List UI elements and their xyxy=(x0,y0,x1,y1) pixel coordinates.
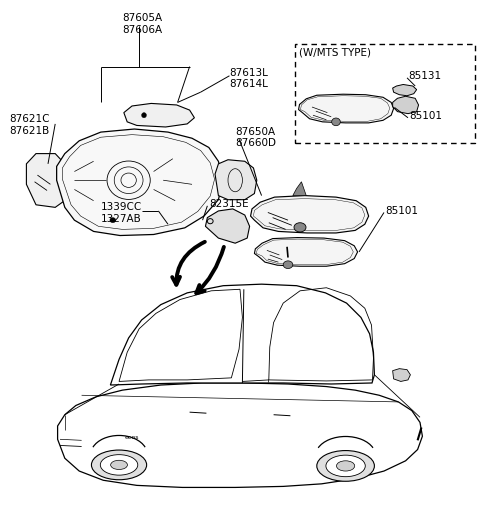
Bar xyxy=(295,44,475,143)
Text: 87614L: 87614L xyxy=(229,79,268,90)
Polygon shape xyxy=(26,154,70,207)
Ellipse shape xyxy=(283,261,293,268)
Polygon shape xyxy=(293,182,306,196)
Ellipse shape xyxy=(332,118,340,125)
Text: 1339CC: 1339CC xyxy=(100,202,142,212)
Polygon shape xyxy=(393,96,419,114)
Polygon shape xyxy=(393,369,410,381)
Polygon shape xyxy=(124,103,194,127)
Ellipse shape xyxy=(326,455,365,477)
Text: 85101: 85101 xyxy=(385,206,418,216)
Polygon shape xyxy=(393,84,417,96)
Ellipse shape xyxy=(110,460,128,470)
Ellipse shape xyxy=(91,450,147,480)
Ellipse shape xyxy=(100,455,138,475)
Ellipse shape xyxy=(336,461,355,471)
Polygon shape xyxy=(299,94,394,123)
Text: 1327AB: 1327AB xyxy=(101,214,142,224)
Ellipse shape xyxy=(294,223,306,232)
Text: 87660D: 87660D xyxy=(235,138,276,148)
Text: 87650A: 87650A xyxy=(235,127,276,137)
Text: 87605A: 87605A xyxy=(122,13,163,23)
Ellipse shape xyxy=(142,113,146,118)
Text: (W/MTS TYPE): (W/MTS TYPE) xyxy=(299,47,371,57)
Polygon shape xyxy=(58,383,422,487)
Text: 87606A: 87606A xyxy=(122,25,163,35)
Text: ecos: ecos xyxy=(125,435,139,440)
Ellipse shape xyxy=(110,218,116,223)
Text: 87613L: 87613L xyxy=(229,68,268,78)
Polygon shape xyxy=(215,160,257,200)
Text: 85131: 85131 xyxy=(408,71,441,81)
Text: 87621B: 87621B xyxy=(10,125,50,136)
Polygon shape xyxy=(254,238,358,266)
Polygon shape xyxy=(205,209,250,243)
Ellipse shape xyxy=(317,451,374,481)
Polygon shape xyxy=(110,284,374,385)
Polygon shape xyxy=(251,196,369,233)
Text: 82315E: 82315E xyxy=(209,199,249,209)
Polygon shape xyxy=(57,129,223,236)
Text: 85101: 85101 xyxy=(409,111,442,121)
Text: 87621C: 87621C xyxy=(10,114,50,124)
